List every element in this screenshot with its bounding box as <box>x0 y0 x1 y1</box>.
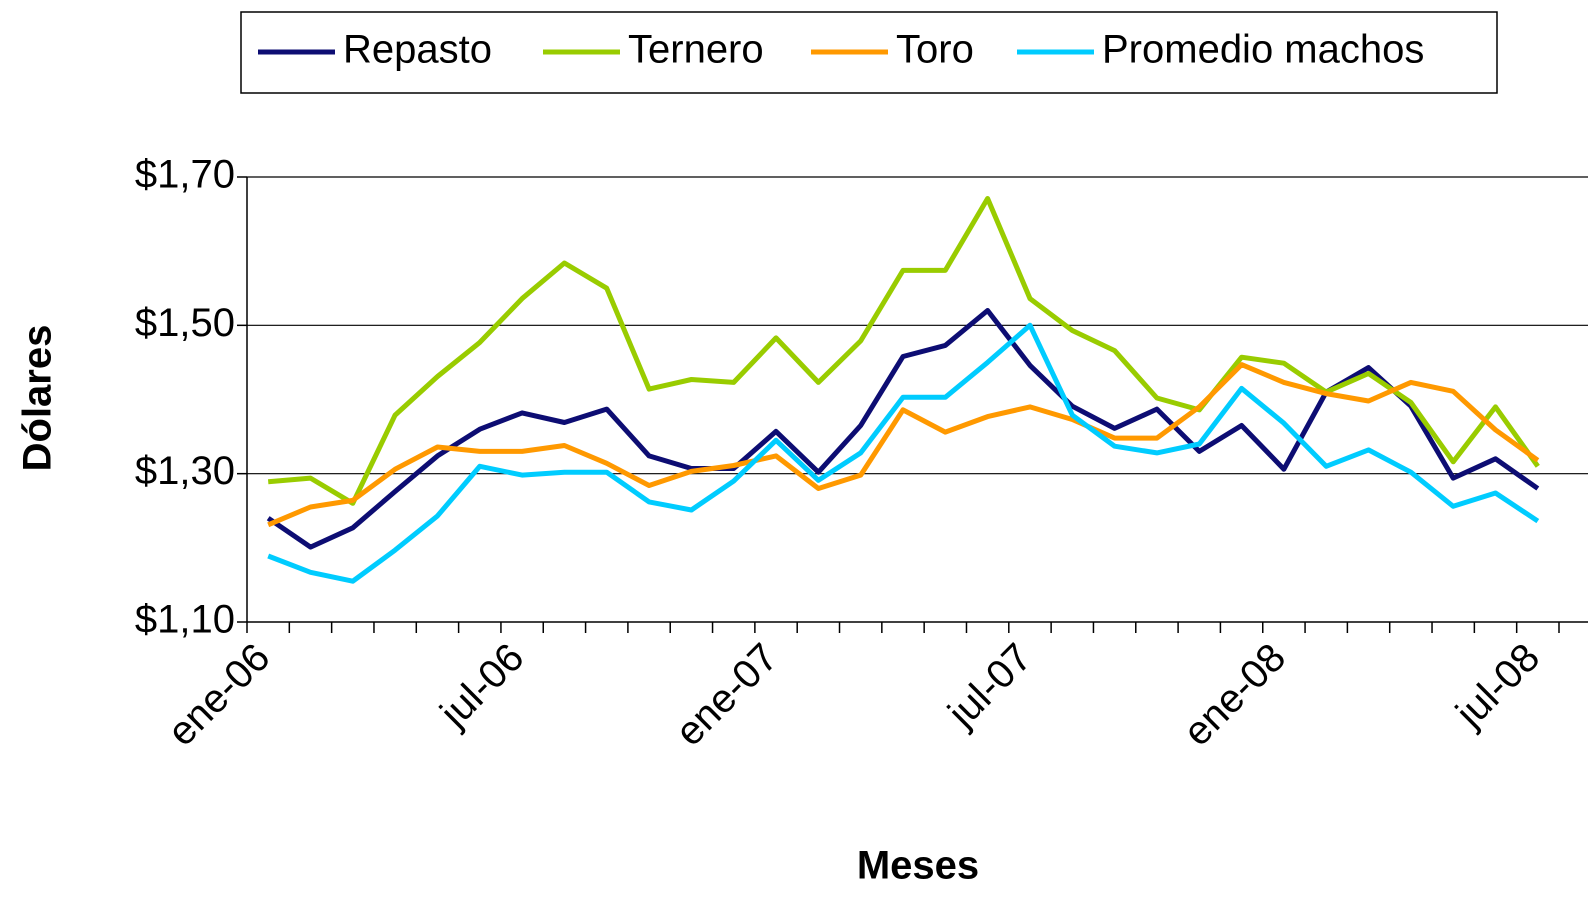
x-tick-label: jul-06 <box>431 635 532 736</box>
y-axis-title: Dólares <box>16 325 60 472</box>
line-series <box>267 322 1540 584</box>
x-tick-label: jul-08 <box>1447 635 1548 736</box>
x-axis-title: Meses <box>857 844 979 888</box>
legend-label: Ternero <box>628 28 764 72</box>
x-tick-label: ene-07 <box>667 635 786 754</box>
x-tick-label: ene-06 <box>159 635 278 754</box>
line-series <box>267 362 1540 528</box>
legend-label: Promedio machos <box>1102 28 1424 72</box>
y-tick-label: $1,70 <box>135 153 235 197</box>
line-series <box>266 308 1540 550</box>
legend-label: Toro <box>896 28 974 72</box>
y-tick-label: $1,50 <box>135 301 235 345</box>
x-tick-label: ene-08 <box>1175 635 1294 754</box>
y-tick-label: $1,30 <box>135 449 235 493</box>
x-tick-label: jul-07 <box>939 635 1040 736</box>
y-tick-label: $1,10 <box>135 598 235 642</box>
legend-label: Repasto <box>343 28 492 72</box>
